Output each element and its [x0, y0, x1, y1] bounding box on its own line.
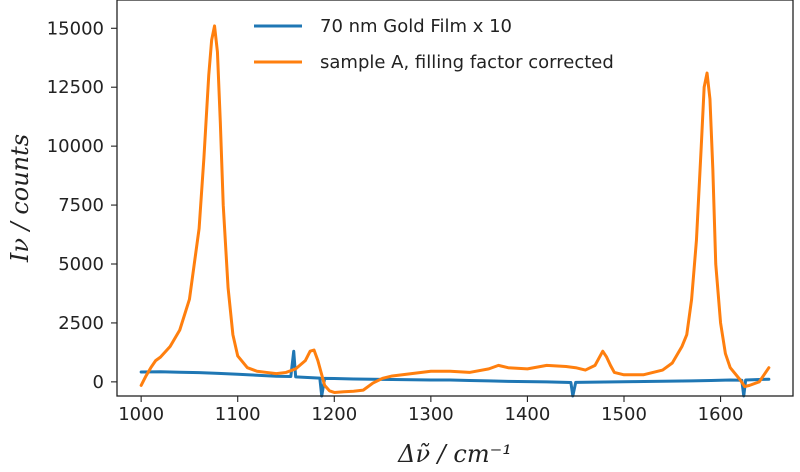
y-tick-label: 0 — [93, 372, 104, 393]
legend-label-gold-film: 70 nm Gold Film x 10 — [320, 16, 512, 37]
legend: 70 nm Gold Film x 10 sample A, filling f… — [254, 16, 614, 73]
series-line-gold-film — [139, 349, 771, 398]
y-tick-label: 10000 — [47, 136, 104, 157]
plot-layer — [139, 24, 771, 398]
x-tick-label: 1000 — [118, 404, 164, 425]
x-tick-label: 1200 — [311, 404, 357, 425]
x-tick-label: 1500 — [601, 404, 647, 425]
x-axis-label: Δν̃ / cm⁻¹ — [397, 440, 512, 468]
y-tick-label: 2500 — [58, 313, 104, 334]
y-axis-label: Iν / counts — [6, 134, 34, 263]
y-tick-label: 7500 — [58, 195, 104, 216]
axes-frame — [116, 0, 794, 397]
x-tick-label: 1300 — [408, 404, 454, 425]
y-tick-label: 12500 — [47, 77, 104, 98]
legend-label-sample-a: sample A, filling factor corrected — [320, 52, 614, 73]
x-tick-label: 1100 — [215, 404, 261, 425]
y-tick-label: 15000 — [47, 18, 104, 39]
y-tick-label: 5000 — [58, 254, 104, 275]
x-tick-label: 1600 — [698, 404, 744, 425]
series-line-sample-a — [139, 24, 771, 394]
y-ticks: 0 2500 5000 7500 10000 12500 15000 — [47, 18, 117, 393]
x-ticks: 1000 1100 1200 1300 1400 1500 1600 — [118, 396, 743, 425]
x-tick-label: 1400 — [505, 404, 551, 425]
